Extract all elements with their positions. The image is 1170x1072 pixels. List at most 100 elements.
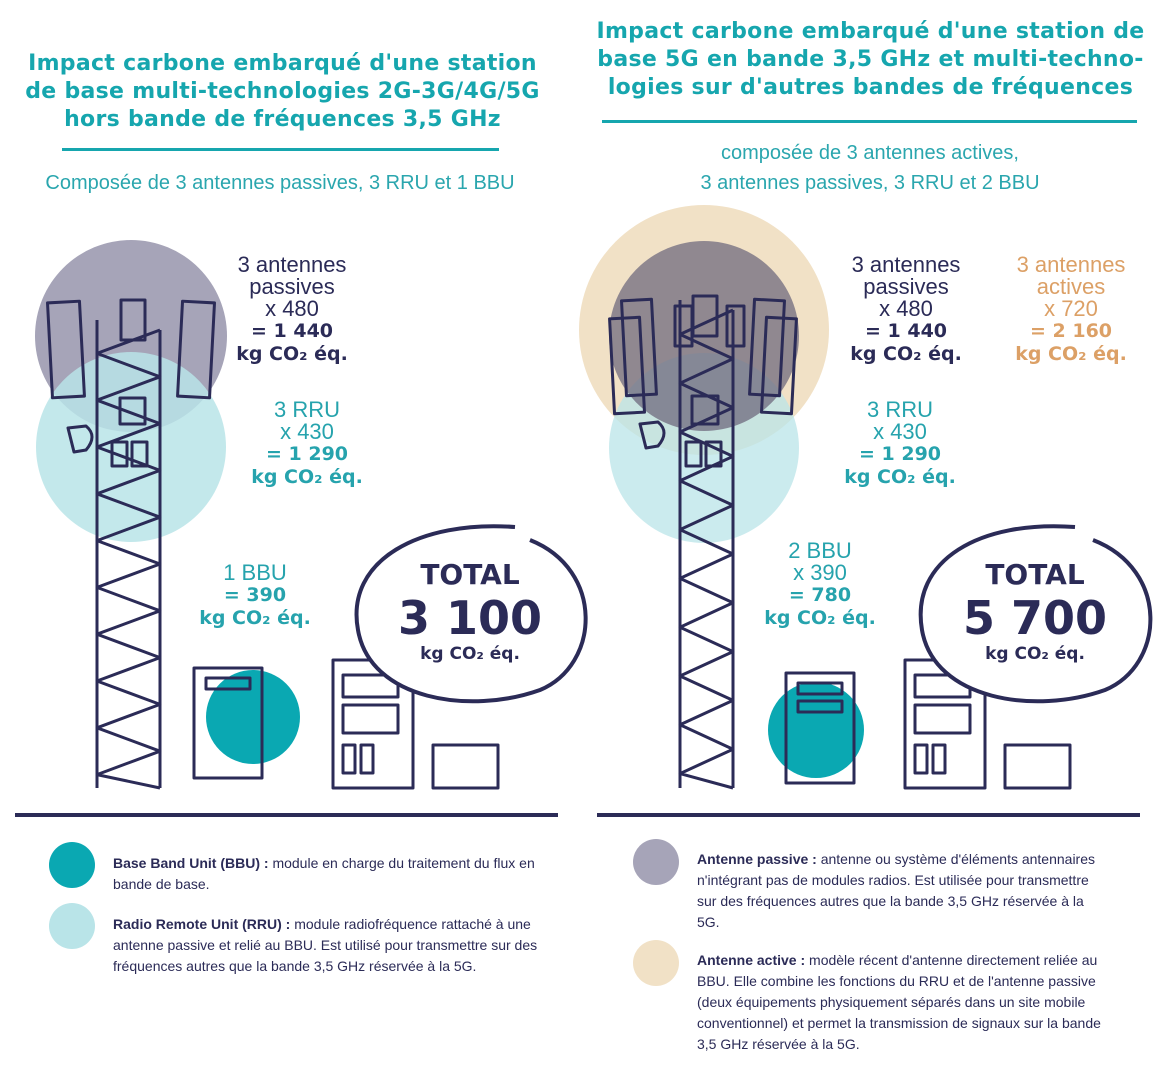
label-unit: kg CO₂ éq. <box>199 607 311 629</box>
right-passive-label: 3 antennes passives x 480 = 1 440 kg CO₂… <box>831 254 981 366</box>
right-total: TOTAL 5 700 kg CO₂ éq. <box>955 558 1115 664</box>
title-line: logies sur d'autres bandes de fréquences <box>607 75 1134 100</box>
right-rru-label: 3 RRU x 430 = 1 290 kg CO₂ éq. <box>825 399 975 489</box>
left-passive-label: 3 antennes passives x 480 = 1 440 kg CO₂… <box>217 254 367 366</box>
label-name: 2 BBU <box>788 538 852 563</box>
total-value: 5 700 <box>962 591 1108 645</box>
label-result: = 390 <box>223 584 287 606</box>
title-line: hors bande de fréquences 3,5 GHz <box>64 107 501 132</box>
building-window <box>931 743 947 775</box>
legend-passive: Antenne passive : antenne ou système d'é… <box>697 849 1107 933</box>
antenna <box>691 294 719 338</box>
title-line: de base multi-technologies 2G-3G/4G/5G <box>25 79 540 104</box>
total-unit: kg CO₂ éq. <box>420 644 520 664</box>
legend-passive-swatch <box>633 839 679 885</box>
label-unit: kg CO₂ éq. <box>850 343 962 365</box>
label-mult: x 480 <box>265 296 319 321</box>
rru-box <box>110 440 129 468</box>
label-unit: kg CO₂ éq. <box>251 466 363 488</box>
bbu-cabinet <box>784 671 856 785</box>
microwave-dish-icon <box>638 420 666 450</box>
legend-bbu: Base Band Unit (BBU) : module en charge … <box>113 853 543 895</box>
building-window <box>359 743 375 775</box>
label-result: = 1 290 <box>265 443 349 465</box>
passive-antenna <box>119 298 147 342</box>
legend-text: module en charge du traitement du flux e… <box>113 855 535 892</box>
total-value: 3 100 <box>397 591 543 645</box>
building-window <box>913 743 929 775</box>
legend-rru-swatch <box>49 903 95 949</box>
legend-text: modèle récent d'antenne directement reli… <box>697 952 1101 1052</box>
building-annex <box>431 743 500 790</box>
total-unit: kg CO₂ éq. <box>985 644 1085 664</box>
antenna <box>608 315 646 416</box>
label-mult: x 720 <box>1044 296 1098 321</box>
legend-text: module radiofréquence rattaché à une ant… <box>113 916 538 974</box>
total-label: TOTAL <box>985 558 1085 591</box>
label-result: = 1 440 <box>864 320 948 342</box>
label-name: 3 antennes <box>1016 252 1126 277</box>
rru-box <box>130 440 149 468</box>
tower-lattice <box>95 328 162 790</box>
left-title: Impact carbone embarqué d'une station de… <box>10 50 555 134</box>
legend-term: Radio Remote Unit (RRU) : <box>113 916 291 932</box>
tower-lattice <box>678 308 735 790</box>
bbu-slot <box>796 699 844 714</box>
bbu-circle <box>206 670 300 764</box>
label-mult: x 390 <box>793 560 847 585</box>
legend-rru: Radio Remote Unit (RRU) : module radiofr… <box>113 914 543 977</box>
right-bbu-label: 2 BBU x 390 = 780 kg CO₂ éq. <box>745 540 895 630</box>
building-window <box>341 743 357 775</box>
label-unit: kg CO₂ éq. <box>844 466 956 488</box>
legend-term: Antenne active : <box>697 952 806 968</box>
label-name: actives <box>1036 274 1106 299</box>
left-subtitle: Composée de 3 antennes passives, 3 RRU e… <box>45 172 515 194</box>
left-bbu-label: 1 BBU = 390 kg CO₂ éq. <box>180 562 330 630</box>
passive-antenna <box>46 299 86 400</box>
label-result: = 2 160 <box>1029 320 1113 342</box>
left-total: TOTAL 3 100 kg CO₂ éq. <box>390 558 550 664</box>
rru-box <box>118 396 147 426</box>
legend-text: antenne ou système d'éléments antennaire… <box>697 851 1096 930</box>
label-name: 3 antennes <box>237 252 347 277</box>
title-line: Impact carbone embarqué d'une station <box>28 51 537 76</box>
label-mult: x 430 <box>873 419 927 444</box>
title-underline <box>602 120 1137 123</box>
label-name: 3 RRU <box>866 397 933 422</box>
subtitle-line: composée de 3 antennes actives, <box>721 142 1019 164</box>
label-name: 3 RRU <box>273 397 340 422</box>
label-name: 1 BBU <box>223 560 287 585</box>
right-active-label: 3 antennes actives x 720 = 2 160 kg CO₂ … <box>996 254 1146 366</box>
building-window <box>341 703 400 735</box>
legend-term: Antenne passive : <box>697 851 817 867</box>
label-unit: kg CO₂ éq. <box>764 607 876 629</box>
total-label: TOTAL <box>420 558 520 591</box>
title-line: Impact carbone embarqué d'une station de <box>596 19 1145 44</box>
label-unit: kg CO₂ éq. <box>1015 343 1127 365</box>
label-name: 3 antennes <box>851 252 961 277</box>
legend-active: Antenne active : modèle récent d'antenne… <box>697 950 1107 1055</box>
microwave-dish-icon <box>66 424 94 454</box>
antenna <box>748 297 786 398</box>
building-annex <box>1003 743 1072 790</box>
label-result: = 1 290 <box>858 443 942 465</box>
rru-box <box>690 394 720 426</box>
label-mult: x 480 <box>879 296 933 321</box>
subtitle-line: 3 antennes passives, 3 RRU et 2 BBU <box>700 172 1040 194</box>
label-name: passives <box>249 274 335 299</box>
antenna <box>620 297 658 398</box>
label-result: = 1 440 <box>250 320 334 342</box>
legend-bbu-swatch <box>49 842 95 888</box>
building-window <box>913 703 972 735</box>
title-line: base 5G en bande 3,5 GHz et multi-techno… <box>597 47 1144 72</box>
bbu-slot <box>204 676 252 691</box>
legend-term: Base Band Unit (BBU) : <box>113 855 269 871</box>
rru-box <box>704 440 723 468</box>
bbu-circle <box>768 682 864 778</box>
left-rru-label: 3 RRU x 430 = 1 290 kg CO₂ éq. <box>232 399 382 489</box>
passive-antenna <box>176 299 216 400</box>
legend-active-swatch <box>633 940 679 986</box>
rru-box <box>684 440 703 468</box>
total-bubble <box>354 524 588 704</box>
